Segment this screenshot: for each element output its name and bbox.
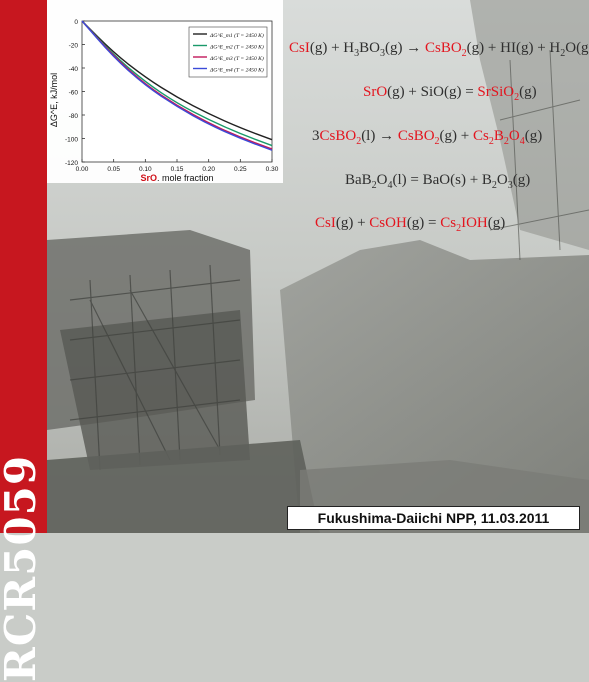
equation-subscript: 4 xyxy=(387,180,393,191)
equation-subscript: 2 xyxy=(461,48,467,59)
y-tick-label: -100 xyxy=(65,137,78,144)
x-tick-label: 0.30 xyxy=(266,166,279,173)
equation-subscript: 2 xyxy=(491,180,497,191)
equation-term: (g) + xyxy=(439,128,473,144)
legend-label: ΔG^E_m3 (T = 2450 K) xyxy=(209,55,264,62)
y-tick-label: -80 xyxy=(69,113,79,120)
equation-subscript: 2 xyxy=(503,136,509,147)
equation-1: CsI(g) + H3BO3(g) → CsBO2(g) + HI(g) + H… xyxy=(289,40,589,59)
equation-subscript: 3 xyxy=(379,48,385,59)
y-tick-label: -40 xyxy=(69,66,79,73)
equation-subscript: 2 xyxy=(456,223,462,234)
report-code-label: RCR5059 xyxy=(0,360,46,682)
equation-term: (l) → xyxy=(361,128,398,144)
equation-term: IOH xyxy=(461,215,488,231)
equation-subscript: 2 xyxy=(434,136,440,147)
red-side-band xyxy=(0,0,47,533)
series-line xyxy=(81,20,273,141)
equation-term: (g) xyxy=(524,128,543,144)
equation-subscript: 2 xyxy=(514,92,520,103)
equation-term: BaB xyxy=(345,172,372,188)
equation-subscript: 3 xyxy=(507,180,513,191)
equation-term: (g) = xyxy=(406,215,441,231)
x-tick-label: 0.20 xyxy=(202,166,215,173)
x-tick-label: 0.05 xyxy=(107,166,120,173)
chart-svg: 0 -20 -40 -60 -80 -100 -120 0.00 0.05 0.10 0.15 0.… xyxy=(49,19,279,183)
equation-2: SrO(g) + SiO(g) = SrSiO2(g) xyxy=(363,84,537,103)
equation-term: (g) + SiO(g) = xyxy=(387,84,478,100)
equation-term: CsI xyxy=(289,40,310,56)
equation-4: BaB2O4(l) = BaO(s) + B2O3(g) xyxy=(345,172,530,191)
series-line xyxy=(81,20,273,151)
equation-term: O(g) xyxy=(565,40,589,56)
equation-subscript: 4 xyxy=(519,136,525,147)
equation-term: (g) xyxy=(487,215,506,231)
photo-caption: Fukushima-Daiichi NPP, 11.03.2011 xyxy=(287,506,580,530)
equation-term: O xyxy=(376,172,388,188)
equation-term: (g) → xyxy=(384,40,425,56)
equation-term: (l) = BaO(s) + B xyxy=(392,172,492,188)
legend-label: ΔG^E_m1 (T = 2450 K) xyxy=(209,32,264,39)
y-tick-label: 0 xyxy=(74,19,78,26)
equation-term: O xyxy=(508,128,520,144)
equation-term: O xyxy=(496,172,508,188)
equation-term: (g) + H xyxy=(309,40,355,56)
equation-term: (g) + xyxy=(335,215,370,231)
equation-term: B xyxy=(493,128,504,144)
equation-subscript: 2 xyxy=(356,136,362,147)
excess-gibbs-chart: 0 -20 -40 -60 -80 -100 -120 0.00 0.05 0.10 0.15 0.… xyxy=(47,0,283,183)
equation-subscript: 2 xyxy=(488,136,494,147)
report-code-text: RCR5059 xyxy=(0,454,46,682)
equation-subscript: 2 xyxy=(560,48,566,59)
equation-term: SrSiO xyxy=(477,84,515,100)
x-axis-label: SrO. mole fraction xyxy=(140,173,213,183)
equation-subscript: 3 xyxy=(354,48,360,59)
y-tick-label: -20 xyxy=(69,43,79,50)
y-axis-label: ΔG^E, kJ/mol xyxy=(49,73,59,127)
equation-3: 3CsBO2(l) → CsBO2(g) + Cs2B2O4(g) xyxy=(312,128,542,147)
equation-term: SrO xyxy=(363,84,388,100)
equation-term: 3 xyxy=(312,128,320,144)
equation-term: BO xyxy=(359,40,380,56)
equation-term: CsBO xyxy=(424,40,462,56)
y-tick-label: -120 xyxy=(65,160,78,167)
equation-term: CsI xyxy=(315,215,336,231)
equation-term: (g) + HI(g) + H xyxy=(466,40,561,56)
equation-term: CsOH xyxy=(369,215,407,231)
x-tick-label: 0.00 xyxy=(76,166,89,173)
y-tick-label: -60 xyxy=(69,90,79,97)
equation-term: CsBO xyxy=(397,128,435,144)
equation-term: Cs xyxy=(440,215,457,231)
caption-text: Fukushima-Daiichi NPP, 11.03.2011 xyxy=(317,510,550,526)
x-tick-label: 0.10 xyxy=(139,166,152,173)
legend-label: ΔG^E_m2 (T = 2450 K) xyxy=(209,44,264,51)
equation-subscript: 2 xyxy=(371,180,377,191)
equation-term: Cs xyxy=(473,128,489,144)
equation-term: (g) xyxy=(512,172,531,188)
x-tick-label: 0.25 xyxy=(234,166,247,173)
equation-5: CsI(g) + CsOH(g) = Cs2IOH(g) xyxy=(315,215,505,234)
equation-term: (g) xyxy=(519,84,537,100)
x-tick-label: 0.15 xyxy=(171,166,184,173)
legend-label: ΔG^E_m4 (T = 2450 K) xyxy=(209,67,264,74)
equation-term: CsBO xyxy=(319,128,357,144)
